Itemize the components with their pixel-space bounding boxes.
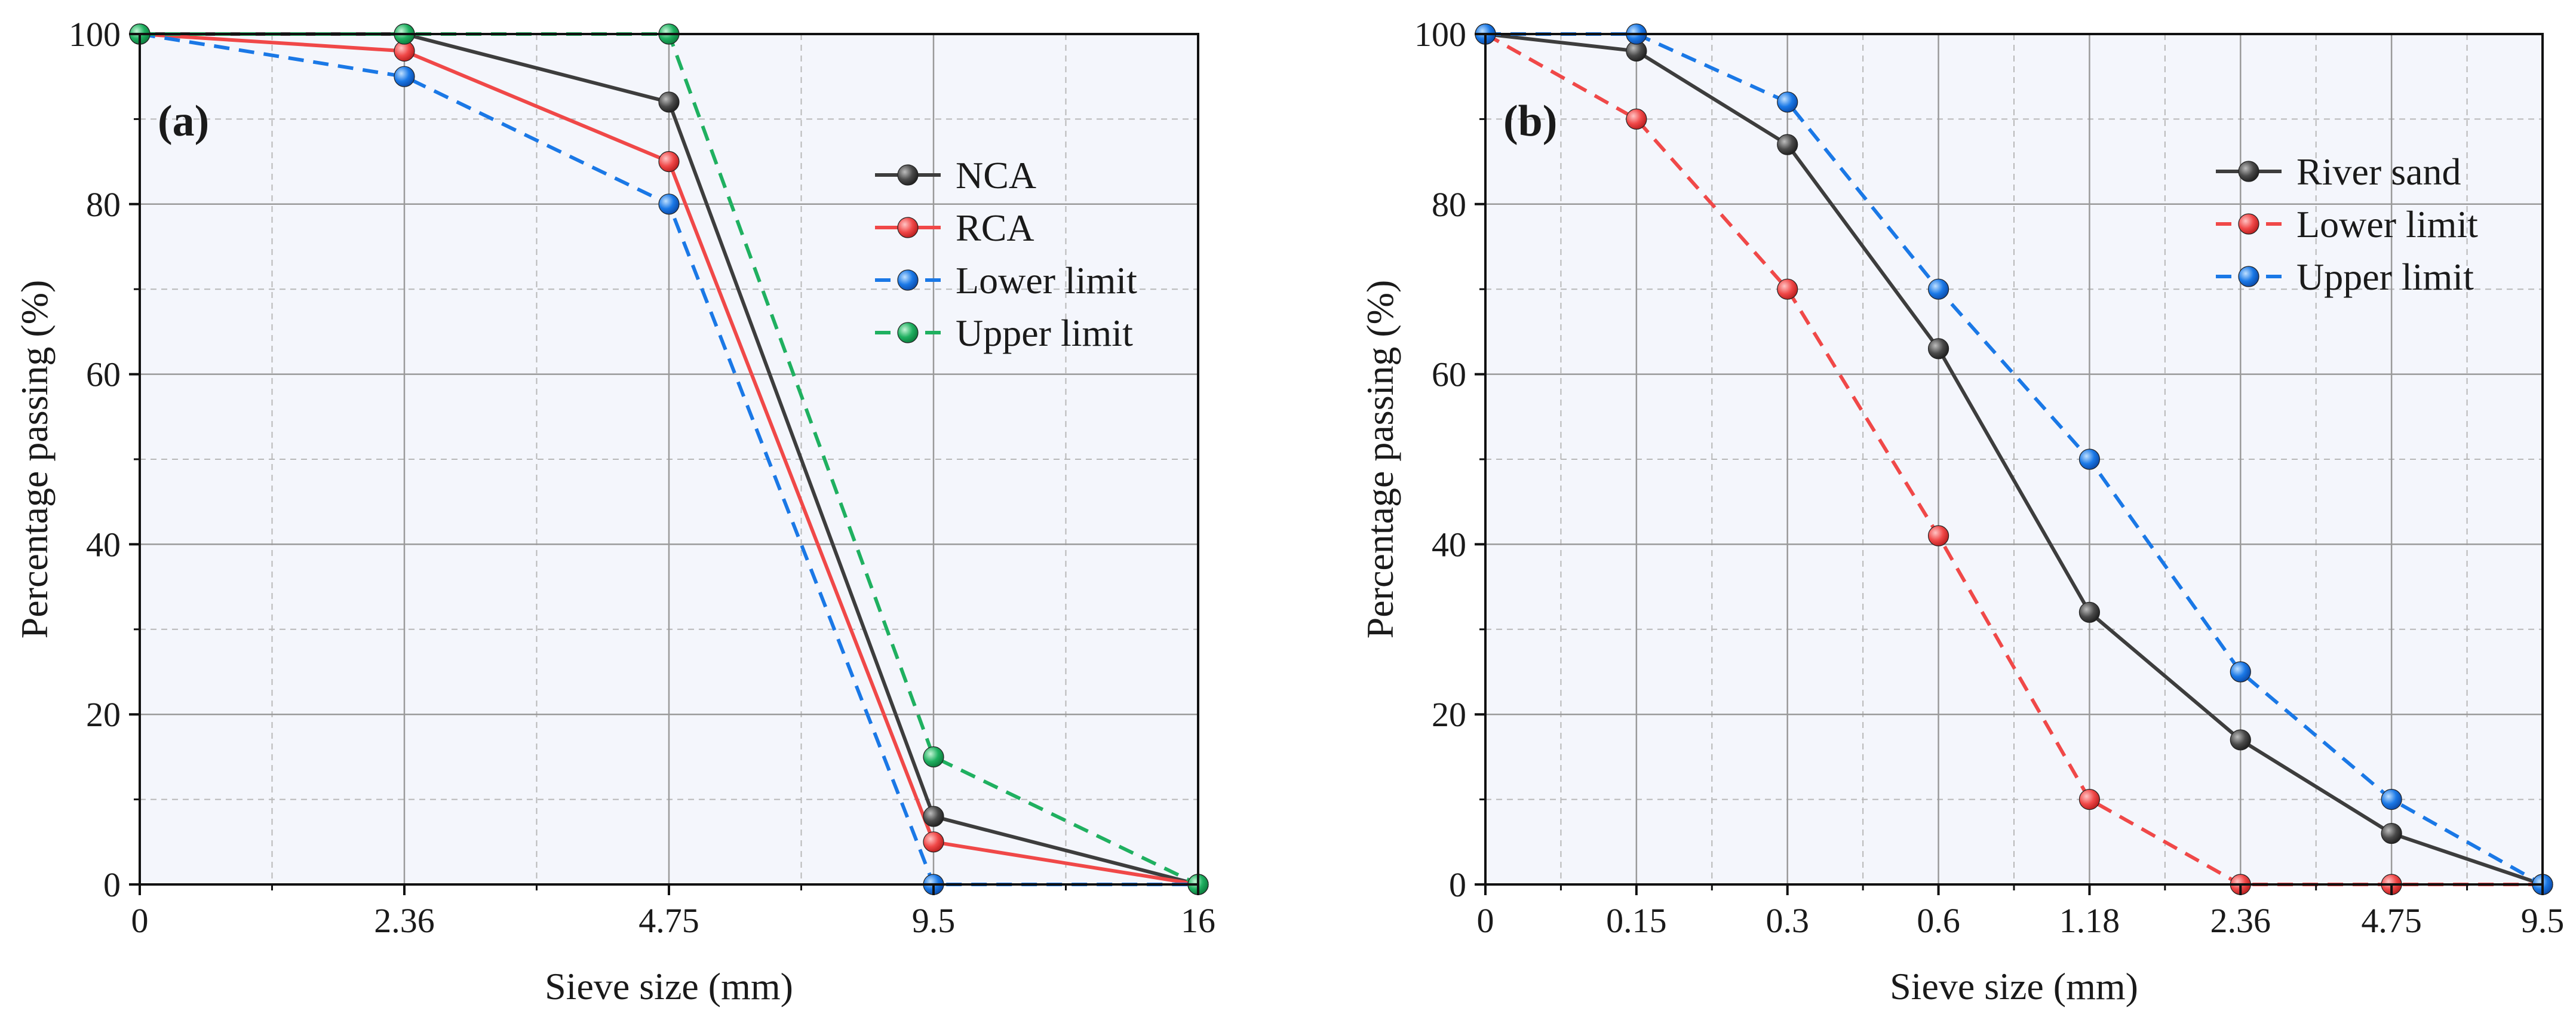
y-tick-label: 0 [103,865,121,904]
legend-label: Lower limit [2296,203,2478,245]
y-tick-label: 60 [1432,355,1466,394]
data-point-lower-limit [2078,788,2101,810]
x-tick-label: 2.36 [2210,901,2271,940]
data-point-nca [658,91,680,113]
legend: NCA RCA Lower limit Upper limit [875,154,1137,354]
data-point-river-sand [1777,134,1798,155]
x-tick-label: 9.5 [912,901,956,940]
legend: River sand Lower limit Upper limit [2216,150,2478,298]
data-point-river-sand [2230,729,2251,751]
x-tick-label: 2.36 [374,901,435,940]
data-point-upper-limit [923,746,944,768]
data-point-rca [923,831,944,853]
y-axis-title: Percentage passing (%) [1359,280,1401,639]
data-point-upper-limit [2381,788,2402,810]
x-tick-label: 0.15 [1606,901,1667,940]
x-tick-label: 0 [131,901,149,940]
legend-label: Lower limit [956,259,1137,302]
chart-panel-b: 0 0.15 0.3 0.6 1.18 2.36 4.75 9.5 0 20 40 60 80 100 Si… [1359,15,2564,1007]
legend-label: RCA [956,207,1034,249]
y-tick-label: 80 [86,185,121,224]
data-point-upper-limit [1777,91,1798,113]
data-point-upper-limit [1927,278,1949,300]
y-tick-label: 0 [1449,865,1466,904]
y-axis-title: Percentage passing (%) [13,280,56,639]
x-tick-label: 0.3 [1766,901,1809,940]
series-line-river-sand [1485,32,2543,886]
data-point-rca [658,151,680,173]
data-point-upper-limit [2230,661,2251,683]
data-point-river-sand [1927,338,1949,360]
data-point-lower-limit [1777,278,1798,300]
x-tick-label: 9.5 [2521,901,2565,940]
data-point-river-sand [2381,822,2402,844]
legend-label: Upper limit [956,312,1133,354]
panel-label: (b) [1503,97,1557,146]
x-axis-title: Sieve size (mm) [545,965,793,1007]
series-line-upper-limit [1485,32,2544,886]
x-tick-label: 4.75 [2361,901,2422,940]
y-tick-label: 100 [69,15,121,54]
legend-swatch-marker [897,269,919,291]
y-tick-label: 60 [86,355,121,394]
legend-label: River sand [2296,150,2461,193]
legend-label: NCA [956,154,1036,196]
panel-label: (a) [158,97,209,146]
legend-swatch-marker [2238,213,2259,235]
legend-swatch-marker [2238,266,2259,287]
chart-panel-a: 0 2.36 4.75 9.5 16 0 20 40 60 80 100 Sieve size (mm… [13,15,1215,1007]
x-tick-label: 0.6 [1917,901,1960,940]
data-point-river-sand [2078,601,2101,623]
legend-swatch-marker [897,322,919,343]
x-tick-label: 0 [1477,901,1494,940]
data-point-nca [923,806,944,827]
data-point-lower-limit [394,66,415,87]
data-point-lower-limit [1626,108,1647,130]
x-tick-label: 1.18 [2059,901,2120,940]
legend-swatch-marker [897,217,919,238]
data-point-lower-limit [1927,525,1949,546]
y-tick-label: 80 [1432,185,1466,224]
y-tick-label: 100 [1414,15,1466,54]
y-tick-label: 40 [86,525,121,564]
legend-swatch-marker [2238,161,2259,182]
data-point-lower-limit [658,193,680,215]
y-tick-label: 20 [1432,695,1466,734]
x-tick-label: 16 [1181,901,1215,940]
legend-label: Upper limit [2296,256,2474,298]
legend-swatch-marker [897,164,919,186]
x-tick-label: 4.75 [638,901,699,940]
data-point-upper-limit [2078,448,2101,470]
y-tick-label: 40 [1432,525,1466,564]
x-axis-title: Sieve size (mm) [1890,965,2138,1007]
y-tick-label: 20 [86,695,121,734]
